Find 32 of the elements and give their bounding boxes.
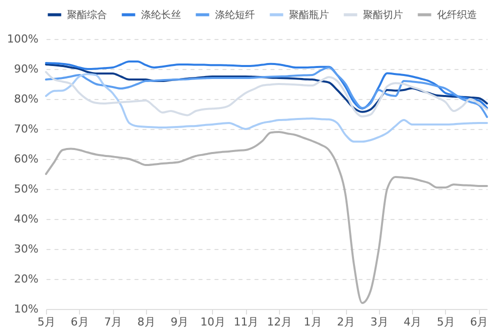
x-tick-label: 1月 [304, 316, 322, 328]
y-tick-label: 100% [7, 32, 38, 46]
x-tick-label: 6月 [70, 316, 89, 328]
legend-label: 聚酯综合 [67, 8, 107, 21]
x-tick-label: 11月 [234, 316, 259, 328]
x-tick-label: 6月 [470, 316, 488, 328]
legend-label: 涤纶短纤 [215, 8, 255, 21]
x-tick-label: 12月 [266, 316, 292, 328]
y-tick-label: 60% [14, 152, 38, 166]
legend-label: 聚酯瓶片 [289, 8, 329, 21]
line-series [45, 73, 488, 143]
x-tick-label: 5月 [436, 316, 455, 328]
y-tick-label: 20% [14, 272, 38, 286]
legend-label: 涤纶长丝 [141, 8, 181, 21]
line-series [45, 131, 488, 304]
legend-label: 化纤织造 [437, 8, 477, 21]
x-tick-label: 7月 [104, 316, 122, 328]
x-tick-label: 4月 [404, 316, 422, 328]
y-tick-label: 50% [14, 182, 38, 196]
y-tick-label: 70% [14, 122, 38, 136]
x-tick-label: 9月 [170, 316, 189, 328]
x-tick-label: 2月 [337, 316, 356, 328]
y-tick-label: 10% [14, 302, 38, 316]
y-tick-label: 80% [14, 92, 38, 106]
y-tick-label: 40% [14, 212, 38, 226]
x-tick-label: 3月 [370, 316, 388, 328]
x-tick-label: 10月 [200, 316, 226, 328]
y-tick-label: 90% [14, 62, 38, 76]
legend-label: 聚酯切片 [363, 8, 403, 21]
x-tick-label: 8月 [137, 316, 156, 328]
y-tick-label: 30% [14, 242, 38, 256]
x-tick-label: 5月 [38, 316, 56, 328]
